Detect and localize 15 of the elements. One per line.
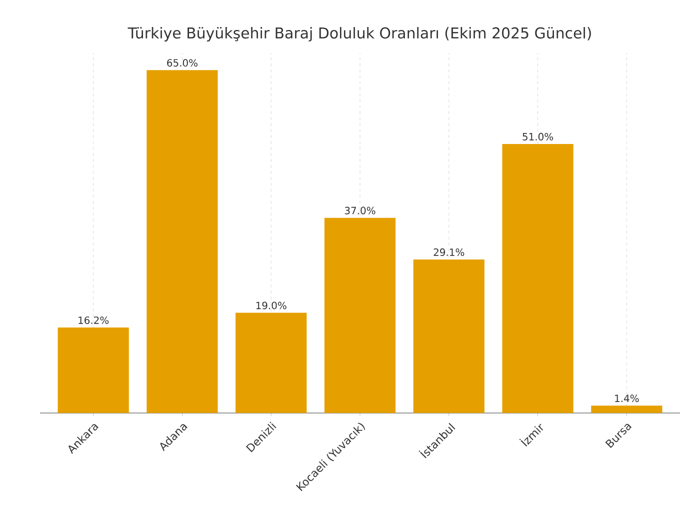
bar	[502, 144, 574, 413]
data-label: 29.1%	[434, 248, 464, 256]
bar	[58, 328, 129, 413]
chart-title: Türkiye Büyükşehir Baraj Doluluk Oranları (Ekim 2025 Güncel)	[128, 27, 591, 42]
data-label: 65.0%	[167, 59, 198, 67]
bar	[324, 218, 396, 413]
data-label: 16.2%	[78, 316, 109, 324]
data-label: 51.0%	[522, 132, 554, 140]
bar	[591, 406, 662, 413]
bar	[413, 260, 484, 413]
bar	[236, 312, 307, 413]
data-label: 19.0%	[256, 302, 286, 310]
data-label: 37.0%	[344, 206, 376, 214]
data-label: 1.4%	[615, 394, 639, 402]
bar	[146, 70, 218, 413]
